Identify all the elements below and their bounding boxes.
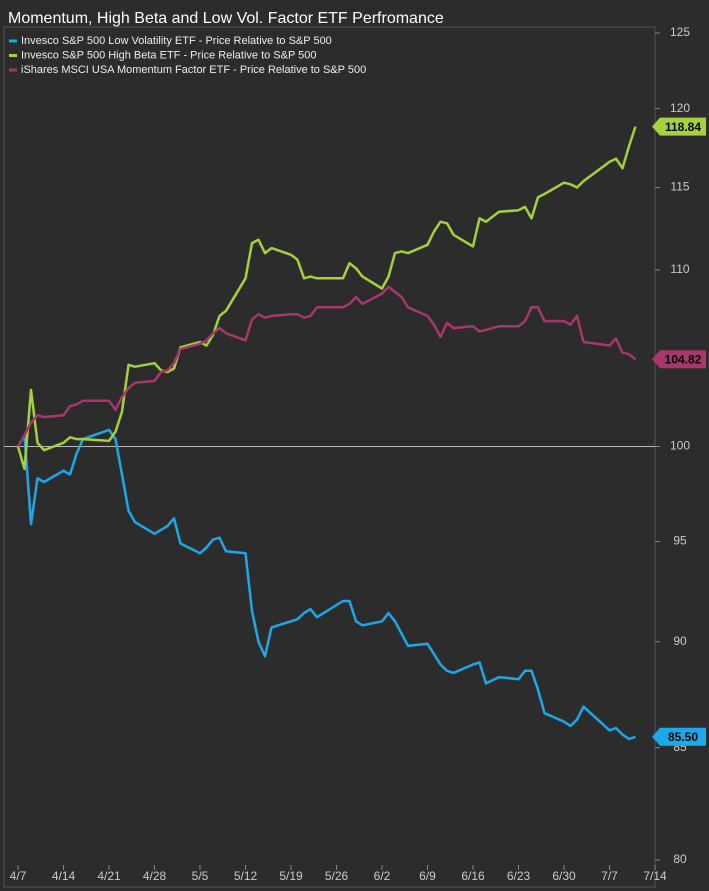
x-tick-label: 6/16 — [461, 869, 485, 883]
x-tick-label: 4/28 — [143, 869, 167, 883]
legend-label: iShares MSCI USA Momentum Factor ETF - P… — [21, 64, 366, 76]
y-tick-label: 90 — [673, 634, 687, 648]
x-tick-label: 7/7 — [601, 869, 618, 883]
series-line — [16, 285, 637, 448]
legend-label: Invesco S&P 500 Low Volatility ETF - Pri… — [21, 35, 332, 47]
value-label-tag — [652, 117, 706, 136]
y-tick-label: 120 — [670, 101, 690, 115]
y-tick-label: 95 — [673, 534, 687, 548]
y-tick-label: 80 — [673, 852, 687, 866]
x-tick-label: 4/7 — [10, 869, 27, 883]
x-tick-label: 6/9 — [419, 869, 436, 883]
value-label-tag — [652, 350, 706, 369]
value-label: 104.82 — [665, 352, 702, 366]
x-tick-label: 6/2 — [374, 869, 391, 883]
y-tick-label: 110 — [670, 262, 689, 276]
plot-frame — [3, 26, 656, 888]
series-line — [16, 126, 637, 471]
value-label-tag — [652, 727, 706, 746]
legend-label: Invesco S&P 500 High Beta ETF - Price Re… — [21, 49, 317, 61]
x-tick-label: 5/26 — [325, 869, 349, 883]
x-tick-label: 5/19 — [279, 869, 303, 883]
x-tick-label: 4/14 — [52, 869, 76, 883]
x-tick-label: 6/23 — [507, 869, 531, 883]
series-line — [16, 428, 636, 741]
value-label: 85.50 — [668, 730, 698, 744]
x-tick-label: 5/12 — [234, 869, 258, 883]
y-tick-label: 115 — [670, 180, 689, 194]
y-tick-label: 125 — [670, 25, 690, 39]
y-tick-label: 100 — [670, 439, 690, 453]
value-label: 118.84 — [665, 120, 701, 134]
x-tick-label: 6/30 — [552, 869, 576, 883]
x-tick-label: 4/21 — [97, 869, 121, 883]
x-tick-label: 7/14 — [643, 869, 667, 883]
x-tick-label: 5/5 — [192, 869, 209, 883]
chart-title: Momentum, High Beta and Low Vol. Factor … — [8, 10, 444, 27]
